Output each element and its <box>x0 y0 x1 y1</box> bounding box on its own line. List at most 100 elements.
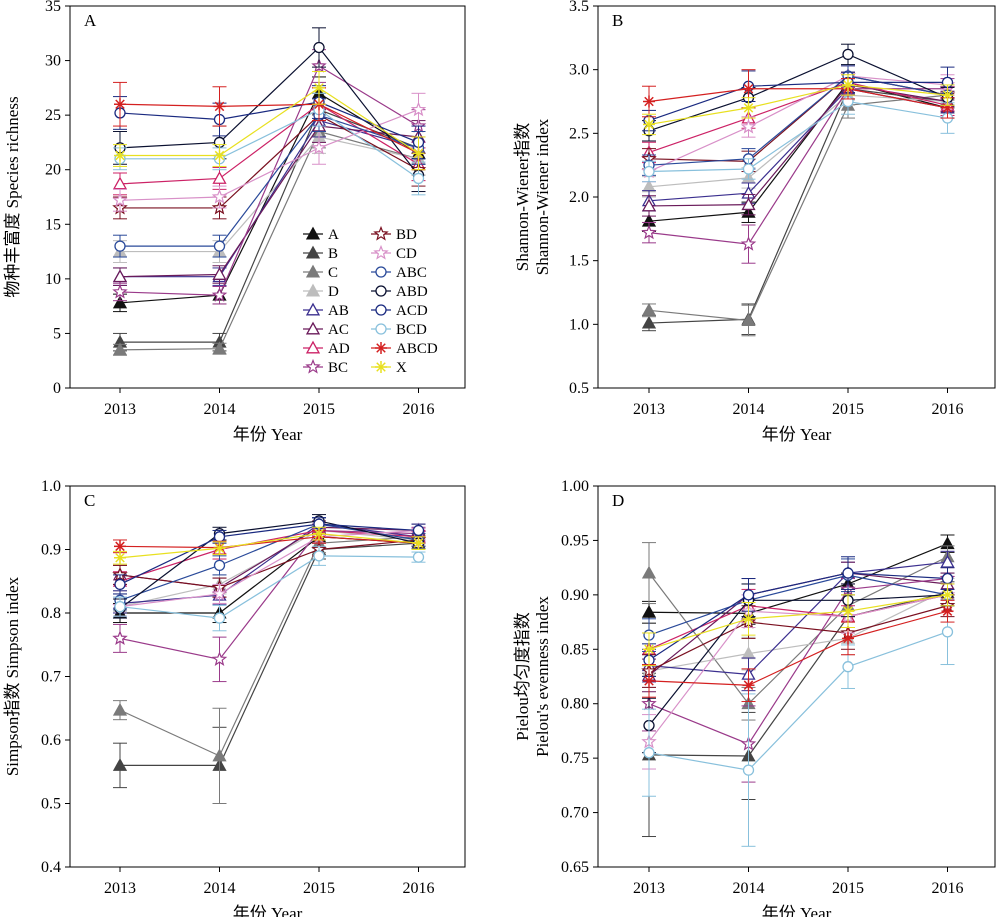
series-ACD <box>113 517 426 595</box>
series-line <box>648 75 948 166</box>
y-tick-label: 0.8 <box>41 605 61 622</box>
data-point <box>941 572 954 585</box>
y-tick-label: 0.90 <box>561 587 589 604</box>
panel-letter: D <box>612 491 624 510</box>
series-CD <box>112 522 427 617</box>
data-point <box>742 589 755 601</box>
series-line <box>648 556 948 705</box>
y-axis-label: Shannon-Wiener index <box>533 118 552 275</box>
data-point <box>112 192 128 207</box>
series-AD <box>112 87 426 196</box>
data-point <box>213 240 226 252</box>
data-point <box>741 197 756 211</box>
y-tick-label: 0.65 <box>561 859 589 876</box>
series-line <box>120 114 419 209</box>
data-point <box>643 165 655 178</box>
legend-marker <box>305 264 321 278</box>
y-tick-label: 1.0 <box>41 478 61 495</box>
y-tick-label: 0.7 <box>41 669 61 686</box>
data-point <box>211 651 228 666</box>
plot-frame <box>69 5 466 389</box>
series-line <box>648 94 948 322</box>
legend-label: BC <box>328 360 348 376</box>
legend-item-abcd: ABCD <box>371 341 438 357</box>
data-point <box>212 267 227 280</box>
series-D <box>112 523 426 617</box>
plot-frame <box>69 485 466 868</box>
legend-marker <box>375 266 387 278</box>
x-tick-label: 2014 <box>733 401 765 418</box>
data-point <box>842 567 854 579</box>
series-ABCD <box>642 69 955 119</box>
y-tick-label: 5 <box>53 325 61 342</box>
panel-C: 0.4 0.5 0.6 0.7 0.8 0.9 1.0 2013 2014 2015 2016 年份 … <box>3 478 466 917</box>
data-point <box>641 198 657 212</box>
panel-letter: A <box>84 11 97 30</box>
data-point <box>112 295 128 309</box>
series-BCD <box>642 598 955 847</box>
data-point <box>643 95 655 108</box>
series-line <box>119 103 419 185</box>
data-point <box>740 118 757 134</box>
x-tick-label: 2016 <box>403 401 435 418</box>
legend-marker <box>305 283 321 297</box>
series-C <box>641 84 955 337</box>
legend-label: ABC <box>396 265 427 281</box>
data-point <box>412 147 425 160</box>
legend-marker <box>375 304 387 316</box>
series-line <box>119 130 419 351</box>
legend-marker <box>373 244 389 260</box>
data-point <box>842 48 854 61</box>
x-tick-label: 2013 <box>104 401 136 418</box>
x-tick-label: 2015 <box>832 401 864 418</box>
x-axis-label: 年份 Year <box>762 425 832 444</box>
x-tick-label: 2013 <box>633 401 665 418</box>
data-point <box>941 588 954 601</box>
data-point <box>842 661 854 673</box>
data-point <box>114 98 126 111</box>
series-D <box>641 578 955 688</box>
series-line <box>120 114 419 247</box>
series-line <box>648 631 948 771</box>
data-point <box>412 172 425 185</box>
y-tick-label: 1.00 <box>561 478 589 495</box>
data-point <box>742 101 755 114</box>
panel-B: 0.5 1.0 1.5 2.0 2.5 3.0 3.5 2013 2014 2015 2016 年份 … <box>513 0 996 444</box>
legend-item-cd: CD <box>371 244 417 262</box>
data-point <box>114 149 126 162</box>
x-tick-label: 2015 <box>303 880 335 897</box>
data-point <box>313 550 325 562</box>
data-point <box>112 630 128 646</box>
series-line <box>119 536 419 549</box>
x-tick-label: 2013 <box>633 880 665 897</box>
data-point <box>740 235 757 251</box>
y-tick-label: 0.4 <box>41 859 61 876</box>
y-tick-label: 10 <box>45 271 61 288</box>
y-tick-label: 2.5 <box>569 125 589 142</box>
data-point <box>742 163 755 175</box>
series-line <box>648 100 948 173</box>
y-axis-label: Pielou's evenness index <box>533 596 552 757</box>
series-line <box>648 574 948 636</box>
legend-item-bc: BC <box>303 358 348 376</box>
legend-item-a: A <box>303 226 339 243</box>
y-tick-label: 0.5 <box>41 796 61 813</box>
y-tick-label: 20 <box>45 162 61 179</box>
y-tick-label: 25 <box>45 107 61 124</box>
series-line <box>120 542 419 767</box>
legend-marker <box>375 342 387 354</box>
y-axis-label: 物种丰富度 Species richness <box>3 96 22 297</box>
data-point <box>741 313 756 326</box>
y-tick-label: 15 <box>45 216 61 233</box>
legend-label: ABD <box>396 284 428 300</box>
data-point <box>742 612 755 625</box>
data-point <box>112 758 128 771</box>
y-tick-label: 2.0 <box>569 189 589 206</box>
legend-marker <box>305 321 321 335</box>
series-line <box>648 561 948 675</box>
data-point <box>940 554 955 568</box>
legend-label: BCD <box>396 322 427 338</box>
data-point <box>742 764 755 776</box>
data-point <box>742 82 755 95</box>
